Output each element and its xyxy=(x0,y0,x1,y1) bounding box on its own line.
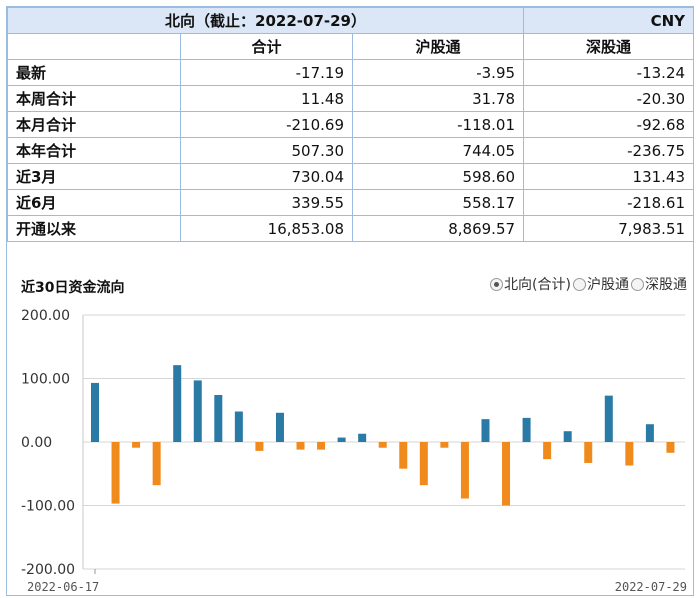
cell-shenzhen: -236.75 xyxy=(523,137,695,164)
bar xyxy=(563,431,572,442)
table-row: 本周合计 11.48 31.78 -20.30 xyxy=(7,85,695,112)
cell-shenzhen: -92.68 xyxy=(523,111,695,138)
bar xyxy=(419,442,428,486)
bar xyxy=(460,442,469,499)
radio-north-total[interactable]: 北向(合计) xyxy=(490,274,571,294)
x-start-label: 2022-06-17 xyxy=(27,580,99,594)
table-row: 近3月 730.04 598.60 131.43 xyxy=(7,163,695,190)
bar xyxy=(111,442,120,504)
header-shenzhen: 深股通 xyxy=(523,33,695,60)
row-label: 近3月 xyxy=(7,163,181,190)
cell-shanghai: 558.17 xyxy=(351,189,525,216)
bar xyxy=(502,442,511,506)
cell-total: 730.04 xyxy=(180,163,353,190)
bar xyxy=(440,442,449,448)
bar xyxy=(173,365,182,442)
row-label: 本年合计 xyxy=(7,137,181,164)
cell-shanghai: 598.60 xyxy=(351,163,525,190)
header-empty xyxy=(7,33,181,60)
cell-shenzhen: -218.61 xyxy=(523,189,695,216)
cell-total: 16,853.08 xyxy=(180,215,353,242)
row-label: 本周合计 xyxy=(7,85,181,112)
cell-shenzhen: 7,983.51 xyxy=(523,215,695,242)
cell-total: -17.19 xyxy=(180,59,353,86)
cell-total: 11.48 xyxy=(180,85,353,112)
bar xyxy=(604,395,613,442)
row-label: 本月合计 xyxy=(7,111,181,138)
row-label: 最新 xyxy=(7,59,181,86)
header-total: 合计 xyxy=(180,33,353,60)
radio-shenzhen[interactable]: 深股通 xyxy=(631,274,687,294)
cell-total: 339.55 xyxy=(180,189,353,216)
radio-label: 北向(合计) xyxy=(504,277,571,293)
table-title-row: 北向（截止：2022-07-29） CNY xyxy=(6,7,695,34)
bar-chart: 200.00 100.00 0.00 -100.00 -200.00 2022-06-17… xyxy=(21,308,687,594)
bar xyxy=(193,380,202,442)
table-row: 开通以来 16,853.08 8,869.57 7,983.51 xyxy=(7,215,695,242)
northbound-panel: 北向（截止：2022-07-29） CNY 合计 沪股通 深股通 最新 -17.… xyxy=(6,6,695,596)
cell-total: -210.69 xyxy=(180,111,353,138)
table-header-row: 合计 沪股通 深股通 xyxy=(7,33,695,60)
bar xyxy=(378,442,387,448)
bar xyxy=(275,412,284,442)
table-title: 北向（截止：2022-07-29） xyxy=(6,7,525,34)
bar xyxy=(358,433,367,442)
radio-unselected-icon xyxy=(573,277,586,291)
bar xyxy=(91,382,99,442)
y-tick-label: -200.00 xyxy=(21,562,75,578)
cell-shanghai: 8,869.57 xyxy=(351,215,525,242)
cell-shenzhen: 131.43 xyxy=(523,163,695,190)
cell-shanghai: 31.78 xyxy=(351,85,525,112)
table-row: 本年合计 507.30 744.05 -236.75 xyxy=(7,137,695,164)
bar xyxy=(522,417,531,442)
radio-label: 深股通 xyxy=(645,277,687,293)
bar xyxy=(399,442,408,469)
bar xyxy=(214,395,223,442)
bar xyxy=(543,442,552,460)
y-tick-label: 100.00 xyxy=(21,372,70,388)
table-row: 近6月 339.55 558.17 -218.61 xyxy=(7,189,695,216)
bar xyxy=(337,437,346,442)
cell-shenzhen: -13.24 xyxy=(523,59,695,86)
bar xyxy=(255,442,264,451)
y-tick-label: -100.00 xyxy=(21,499,75,515)
table-row: 本月合计 -210.69 -118.01 -92.68 xyxy=(7,111,695,138)
cell-total: 507.30 xyxy=(180,137,353,164)
cell-shanghai: 744.05 xyxy=(351,137,525,164)
header-shanghai: 沪股通 xyxy=(351,33,525,60)
x-end-label: 2022-07-29 xyxy=(615,580,687,594)
bar xyxy=(645,424,654,442)
table-row: 最新 -17.19 -3.95 -13.24 xyxy=(7,59,695,86)
flow-table: 北向（截止：2022-07-29） CNY 合计 沪股通 深股通 最新 -17.… xyxy=(6,7,695,242)
cell-shanghai: -3.95 xyxy=(351,59,525,86)
bar xyxy=(234,411,243,442)
bar xyxy=(481,419,490,442)
bar xyxy=(317,442,326,450)
chart-title: 近30日资金流向 xyxy=(21,280,125,296)
radio-unselected-icon xyxy=(631,277,644,291)
cell-shenzhen: -20.30 xyxy=(523,85,695,112)
row-label: 开通以来 xyxy=(7,215,181,242)
radio-selected-icon xyxy=(490,277,504,291)
bar xyxy=(152,442,161,486)
series-selector: 北向(合计) 沪股通 深股通 xyxy=(490,274,687,294)
radio-label: 沪股通 xyxy=(587,277,629,293)
bar xyxy=(666,442,675,453)
y-tick-label: 200.00 xyxy=(21,308,70,324)
bar xyxy=(296,442,305,450)
radio-shanghai[interactable]: 沪股通 xyxy=(573,274,629,294)
chart-section: 200.00 100.00 0.00 -100.00 -200.00 2022-06-17… xyxy=(7,267,693,595)
y-tick-label: 0.00 xyxy=(21,435,52,451)
currency-label: CNY xyxy=(523,7,695,34)
bar xyxy=(625,442,634,466)
bar xyxy=(584,442,593,463)
row-label: 近6月 xyxy=(7,189,181,216)
cell-shanghai: -118.01 xyxy=(351,111,525,138)
bar xyxy=(132,442,141,448)
